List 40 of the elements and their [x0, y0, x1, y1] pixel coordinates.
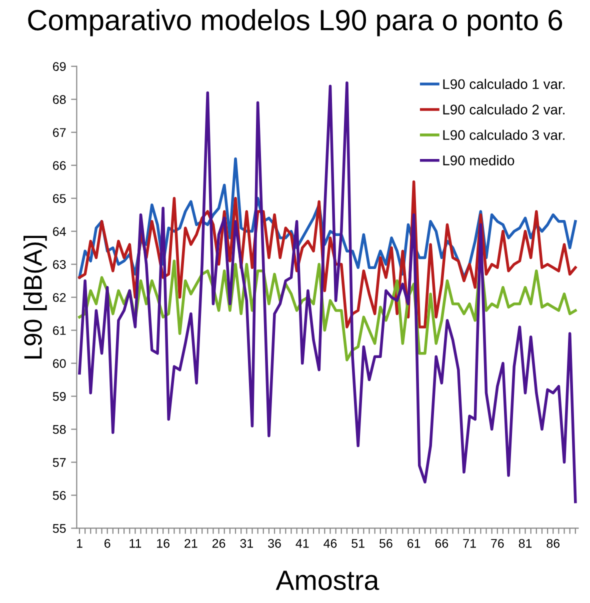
x-tick-label: 61	[408, 538, 420, 548]
y-tick-label: 68	[53, 95, 66, 104]
x-tick-label: 51	[352, 539, 364, 548]
x-tick-label: 46	[324, 538, 337, 548]
x-tick-label: 41	[296, 539, 309, 548]
y-tick-label: 67	[53, 128, 66, 137]
y-tick-label: 63	[53, 260, 66, 269]
x-tick-label: 21	[184, 538, 198, 548]
y-tick-label: 58	[52, 425, 66, 434]
x-tick-label: 76	[491, 538, 504, 548]
x-tick-label: 36	[268, 538, 281, 548]
x-tick-label: 16	[157, 538, 170, 548]
x-tick-label: 11	[130, 539, 142, 548]
y-tick-label: 62	[53, 293, 66, 302]
y-tick-label: 56	[52, 491, 66, 500]
legend-label: L90 calculado 2 var.	[443, 104, 564, 114]
legend-label: L90 calculado 3 var.	[443, 130, 564, 140]
y-tick-label: 57	[52, 458, 66, 467]
x-tick-label: 66	[435, 538, 448, 548]
chart-title: Comparativo modelos L90 para o ponto 6	[28, 9, 562, 36]
x-tick-label: 81	[518, 538, 532, 548]
x-axis-title: Amostra	[276, 570, 380, 590]
y-tick-label: 55	[52, 524, 66, 533]
legend-label: L90 medido	[443, 155, 514, 166]
y-tick-label: 64	[53, 227, 66, 236]
legend-label: L90 calculado 1 var.	[443, 78, 564, 90]
y-tick-label: 65	[53, 194, 66, 203]
x-tick-label: 86	[546, 538, 560, 548]
y-tick-label: 66	[53, 161, 66, 170]
y-tick-label: 69	[53, 62, 66, 71]
y-axis-title: L90 [dB(A)]	[24, 236, 47, 358]
x-tick-label: 6	[104, 538, 110, 548]
x-tick-label: 31	[240, 538, 253, 548]
y-tick-label: 61	[53, 326, 66, 335]
x-tick-label: 1	[76, 539, 82, 548]
x-tick-label: 71	[463, 539, 476, 548]
x-tick-label: 26	[212, 538, 226, 548]
y-tick-label: 59	[52, 392, 66, 401]
x-tick-label: 56	[380, 538, 392, 548]
y-tick-label: 60	[53, 359, 66, 368]
